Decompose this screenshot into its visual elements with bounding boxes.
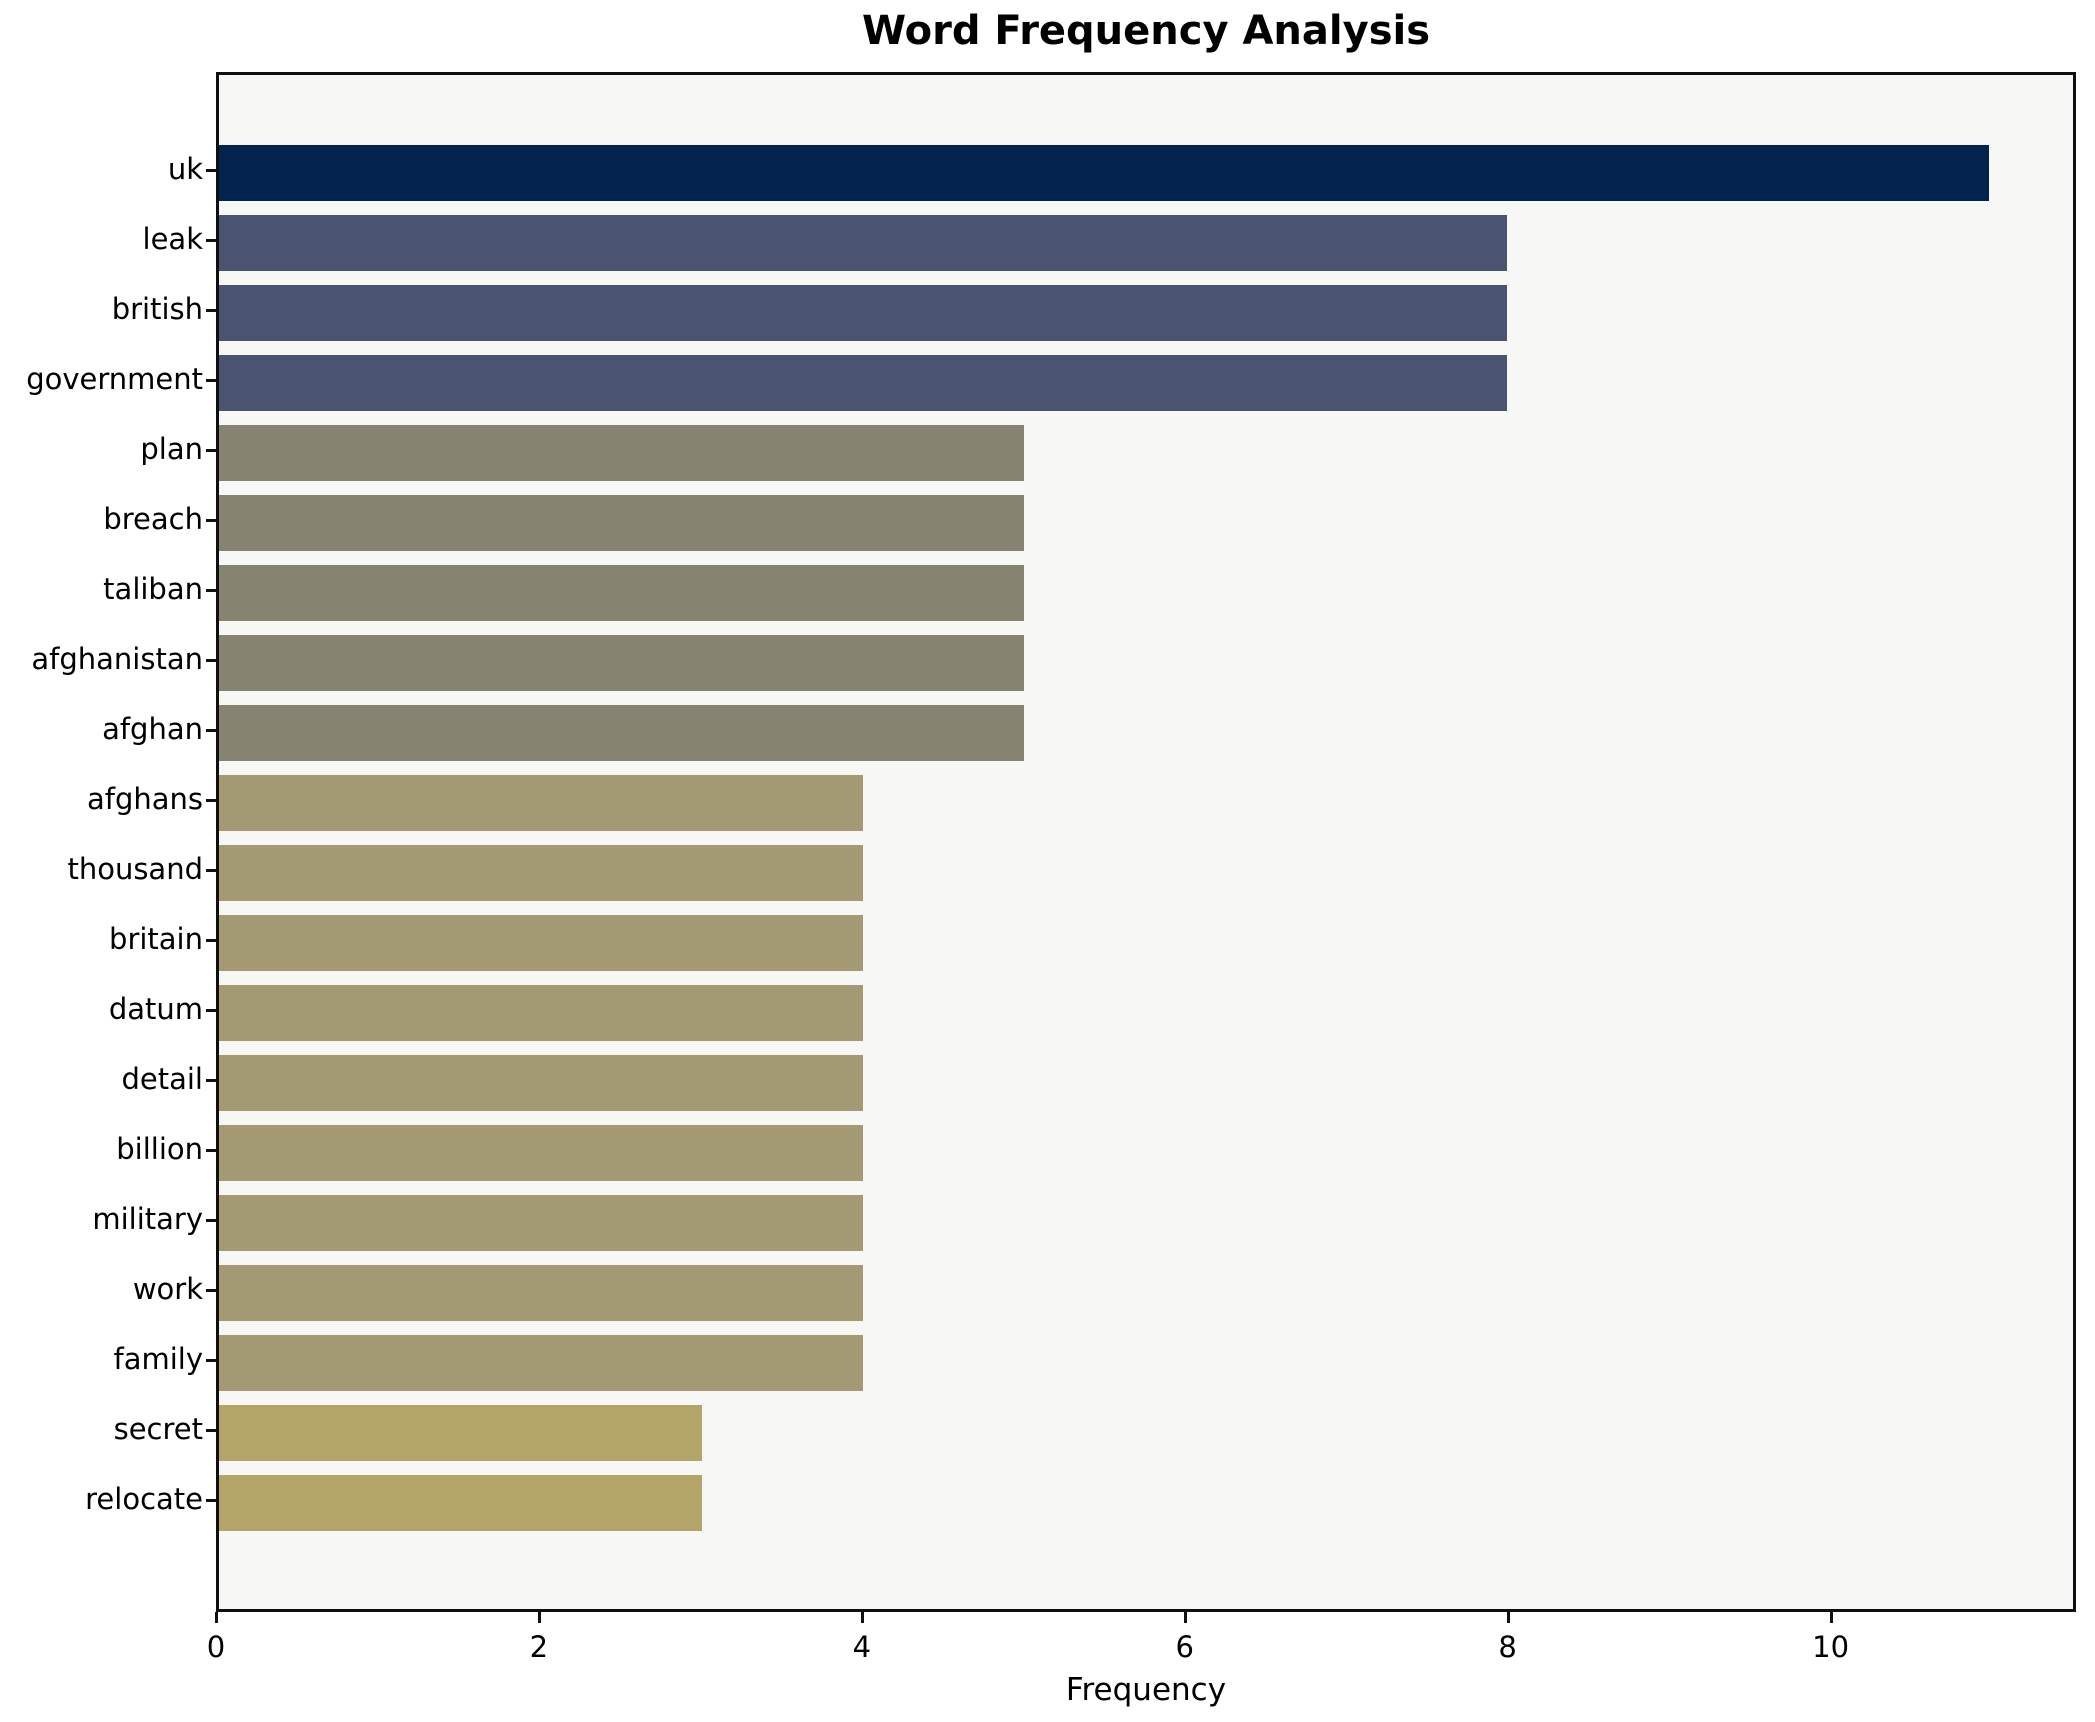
y-tick-label-thousand: thousand [67, 852, 203, 886]
x-tick-mark [1829, 1612, 1833, 1623]
y-tick-mark [206, 1429, 216, 1432]
bar-plan [219, 425, 1024, 481]
x-tick-label-0: 0 [206, 1630, 226, 1664]
y-tick-mark [206, 1219, 216, 1222]
bar-afghan [219, 705, 1024, 761]
bar-breach [219, 495, 1024, 551]
y-tick-label-relocate: relocate [85, 1482, 203, 1516]
y-tick-mark [206, 519, 216, 522]
y-tick-mark [206, 939, 216, 942]
x-axis-title: Frequency [1065, 1672, 1227, 1708]
bar-secret [219, 1405, 702, 1461]
x-tick-mark [860, 1612, 864, 1623]
x-tick-label-8: 8 [1498, 1630, 1517, 1664]
x-tick-label-4: 4 [852, 1630, 872, 1664]
bar-uk [219, 145, 1990, 201]
bar-britain [219, 915, 863, 971]
y-tick-mark [206, 1009, 216, 1012]
y-tick-label-military: military [92, 1202, 203, 1236]
y-tick-label-plan: plan [140, 432, 203, 466]
y-tick-mark [206, 1289, 216, 1292]
bar-thousand [219, 845, 863, 901]
x-tick-label-6: 6 [1175, 1630, 1194, 1664]
y-tick-mark [206, 589, 216, 592]
bar-leak [219, 215, 1507, 271]
x-tick-mark [1183, 1612, 1187, 1623]
x-tick-mark [215, 1612, 218, 1623]
y-tick-mark [206, 1149, 216, 1152]
y-tick-label-government: government [26, 362, 203, 396]
bar-afghanistan [219, 635, 1024, 691]
y-tick-label-afghans: afghans [86, 782, 203, 816]
y-tick-mark [206, 1499, 216, 1502]
y-tick-mark [206, 169, 216, 172]
y-tick-label-family: family [113, 1342, 203, 1376]
y-tick-label-taliban: taliban [103, 572, 203, 606]
y-tick-mark [206, 309, 216, 312]
y-tick-mark [206, 659, 216, 662]
y-tick-label-datum: datum [108, 992, 203, 1026]
y-tick-mark [206, 799, 216, 802]
y-tick-label-leak: leak [142, 222, 203, 256]
y-tick-label-secret: secret [113, 1412, 203, 1446]
bar-afghans [219, 775, 863, 831]
y-tick-label-uk: uk [167, 152, 203, 186]
y-tick-label-breach: breach [103, 502, 203, 536]
bar-work [219, 1265, 863, 1321]
bar-military [219, 1195, 863, 1251]
bar-government [219, 355, 1507, 411]
bar-family [219, 1335, 863, 1391]
x-tick-mark [537, 1612, 541, 1623]
y-tick-label-afghanistan: afghanistan [31, 642, 203, 676]
bar-datum [219, 985, 863, 1041]
y-tick-mark [206, 1079, 216, 1082]
bar-british [219, 285, 1507, 341]
plot-area [216, 72, 2076, 1612]
y-tick-label-work: work [132, 1272, 203, 1306]
bar-detail [219, 1055, 863, 1111]
x-tick-label-2: 2 [529, 1630, 549, 1664]
chart-title: Word Frequency Analysis [861, 8, 1431, 54]
y-tick-label-british: british [111, 292, 203, 326]
bar-billion [219, 1125, 863, 1181]
y-tick-mark [206, 1359, 216, 1362]
y-tick-label-afghan: afghan [102, 712, 203, 746]
y-tick-mark [206, 729, 216, 732]
x-tick-mark [1506, 1612, 1510, 1623]
y-tick-label-billion: billion [116, 1132, 203, 1166]
x-tick-label-10: 10 [1812, 1630, 1850, 1664]
y-tick-mark [206, 239, 216, 242]
bar-taliban [219, 565, 1024, 621]
y-tick-mark [206, 449, 216, 452]
y-tick-label-detail: detail [121, 1062, 203, 1096]
y-tick-mark [206, 869, 216, 872]
y-tick-label-britain: britain [109, 922, 203, 956]
bar-relocate [219, 1475, 702, 1531]
y-tick-mark [206, 379, 216, 382]
